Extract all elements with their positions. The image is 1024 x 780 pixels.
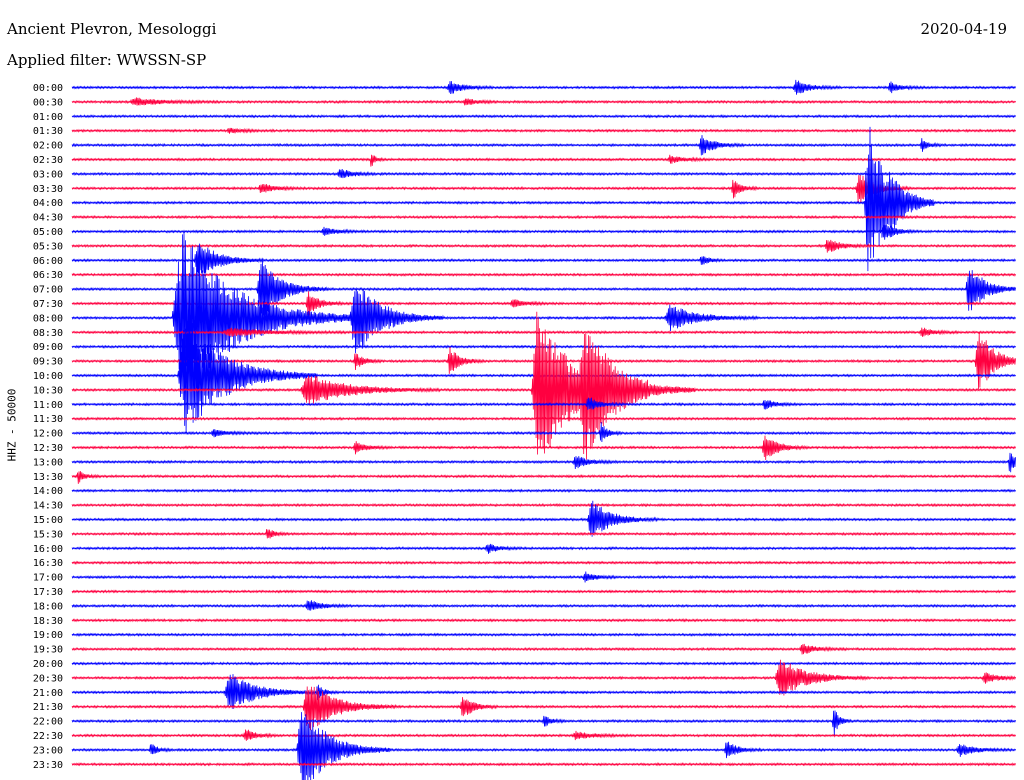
trace-row-22 [71,397,1016,410]
trace-row-5 [71,154,1016,167]
tick-label-47: 23:30 [33,760,63,771]
trace-row-6 [71,168,1016,179]
tick-label-28: 14:00 [33,486,63,497]
tick-label-39: 19:30 [33,645,63,656]
tick-label-38: 19:00 [33,630,63,641]
trace-row-25 [71,435,1016,461]
tick-label-41: 20:30 [33,673,63,684]
trace-row-34 [71,571,1016,583]
tick-label-1: 00:30 [33,97,63,108]
trace-row-26 [71,452,1016,473]
tick-label-29: 14:30 [33,501,63,512]
trace-row-23 [71,416,1016,421]
trace-row-32 [71,543,1016,554]
date-label: 2020-04-19 [920,20,1007,38]
trace-row-44 [71,710,1016,736]
trace-row-31 [71,529,1016,539]
tick-label-3: 01:30 [33,126,63,137]
trace-row-46 [71,712,1016,780]
tick-label-42: 21:00 [33,688,63,699]
tick-label-23: 11:30 [33,414,63,425]
trace-row-29 [71,502,1016,508]
tick-label-45: 22:30 [33,731,63,742]
trace-row-3 [71,127,1016,134]
trace-row-10 [71,224,1016,240]
tick-label-27: 13:30 [33,472,63,483]
tick-label-34: 17:00 [33,573,63,584]
trace-row-39 [71,643,1016,655]
tick-label-26: 13:00 [33,457,63,468]
tick-label-11: 05:30 [33,241,63,252]
trace-row-11 [71,239,1016,253]
tick-label-43: 21:30 [33,702,63,713]
trace-row-7 [71,175,1016,203]
tick-label-24: 12:00 [33,429,63,440]
trace-row-41 [71,659,1016,696]
trace-row-27 [71,471,1016,484]
tick-label-18: 09:00 [33,342,63,353]
tick-label-37: 18:30 [33,616,63,627]
tick-label-8: 04:00 [33,198,63,209]
tick-label-15: 07:30 [33,299,63,310]
trace-row-9 [71,214,1016,220]
trace-row-1 [71,97,1016,106]
tick-label-44: 22:00 [33,717,63,728]
trace-row-0 [71,79,1016,95]
trace-row-13 [71,272,1016,277]
tick-label-9: 04:30 [33,213,63,224]
tick-label-22: 11:00 [33,400,63,411]
tick-label-46: 23:00 [33,745,63,756]
tick-label-30: 15:00 [33,515,63,526]
tick-label-33: 16:30 [33,558,63,569]
tick-label-40: 20:00 [33,659,63,670]
tick-label-20: 10:00 [33,371,63,382]
filter-subtitle: Applied filter: WWSSN-SP [7,51,207,69]
tick-label-6: 03:00 [33,169,63,180]
tick-labels: 00:00 00:30 01:00 01:30 02:00 02:30 03:00 03:30… [33,83,63,771]
tick-label-32: 16:00 [33,544,63,555]
trace-row-37 [71,618,1016,623]
tick-label-4: 02:00 [33,141,63,152]
trace-row-35 [71,589,1016,594]
trace-row-40 [71,661,1016,666]
trace-row-12 [71,243,1016,274]
trace-row-17 [71,327,1016,337]
tick-label-21: 10:30 [33,385,63,396]
trace-row-42 [71,674,1016,709]
trace-row-47 [71,762,1016,767]
tick-label-36: 18:00 [33,601,63,612]
trace-row-33 [71,560,1016,565]
trace-row-28 [71,488,1016,493]
tick-label-25: 12:30 [33,443,63,454]
tick-label-19: 09:30 [33,357,63,368]
tick-label-2: 01:00 [33,112,63,123]
trace-row-21 [71,311,1016,460]
tick-label-10: 05:00 [33,227,63,238]
trace-row-2 [71,114,1016,119]
tick-label-5: 02:30 [33,155,63,166]
trace-row-4 [71,135,1016,156]
station-title: Ancient Plevron, Mesologgi [7,20,217,38]
trace-row-14 [71,260,1016,321]
tick-label-7: 03:30 [33,184,63,195]
tick-label-16: 08:00 [33,313,63,324]
trace-row-45 [71,729,1016,741]
trace-rows [71,79,1016,780]
trace-row-43 [71,686,1016,731]
trace-row-36 [71,600,1016,611]
tick-label-0: 00:00 [33,83,63,94]
trace-row-30 [71,500,1016,537]
tick-label-12: 06:00 [33,256,63,267]
tick-label-13: 06:30 [33,270,63,281]
tick-label-14: 07:00 [33,285,63,296]
trace-row-24 [71,422,1016,443]
trace-row-38 [71,632,1016,637]
tick-label-35: 17:30 [33,587,63,598]
tick-label-31: 15:30 [33,529,63,540]
trace-row-8 [71,126,1016,272]
tick-label-17: 08:30 [33,328,63,339]
